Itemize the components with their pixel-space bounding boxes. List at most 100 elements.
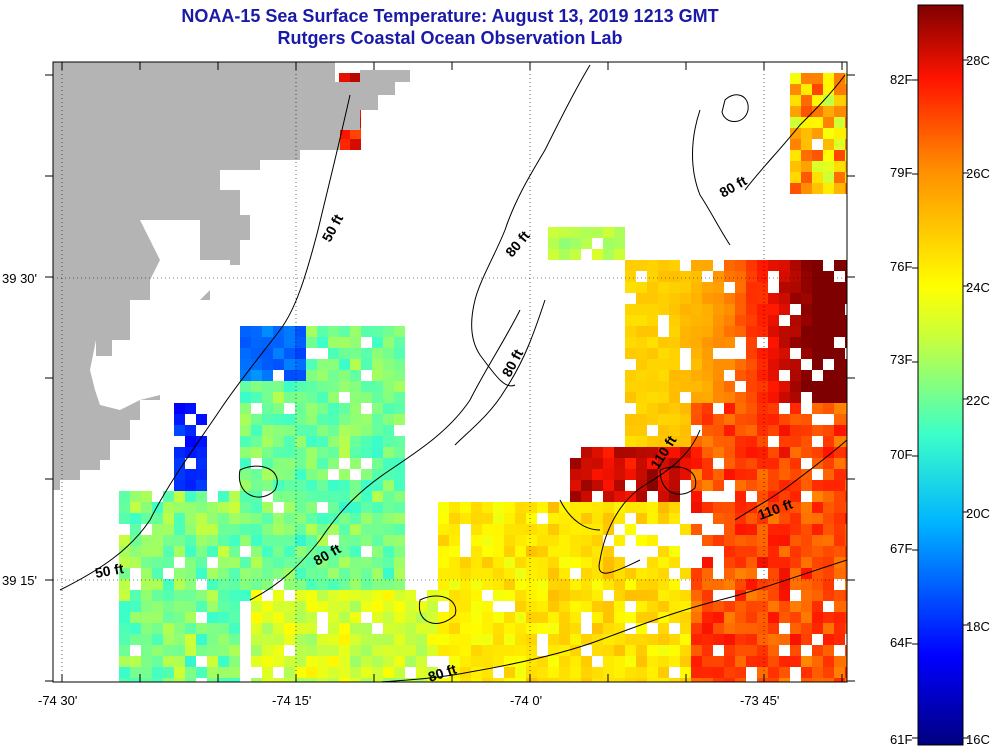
sst-pixel [207, 568, 218, 579]
sst-pixel [185, 667, 196, 678]
sst-pixel [394, 623, 405, 634]
sst-pixel [449, 601, 460, 612]
sst-pixel [537, 656, 548, 667]
sst-pixel [669, 403, 680, 414]
y-tick-label: 39 30' [2, 271, 37, 286]
sst-pixel [592, 667, 603, 678]
sst-pixel [361, 359, 372, 370]
sst-pixel [724, 513, 735, 524]
sst-pixel [779, 337, 790, 348]
sst-pixel [163, 634, 174, 645]
sst-pixel [207, 524, 218, 535]
sst-pixel [350, 656, 361, 667]
sst-pixel [196, 524, 207, 535]
sst-pixel [790, 403, 801, 414]
sst-pixel [834, 392, 845, 403]
sst-pixel [262, 447, 273, 458]
sst-pixel [779, 447, 790, 458]
sst-pixel [130, 634, 141, 645]
sst-pixel [823, 403, 834, 414]
sst-pixel [790, 183, 801, 194]
sst-pixel [119, 535, 130, 546]
sst-pixel [240, 381, 251, 392]
sst-pixel [284, 491, 295, 502]
sst-pixel [207, 656, 218, 667]
sst-pixel [339, 348, 350, 359]
sst-pixel [636, 348, 647, 359]
axis-ticks [45, 62, 855, 682]
sst-pixel [724, 667, 735, 678]
sst-pixel [790, 370, 801, 381]
sst-pixel [482, 645, 493, 656]
sst-pixel [570, 513, 581, 524]
sst-pixel [361, 502, 372, 513]
sst-pixel [768, 469, 779, 480]
sst-pixel [372, 392, 383, 403]
sst-pixel [724, 447, 735, 458]
sst-pixel [647, 590, 658, 601]
sst-pixel [394, 447, 405, 458]
sst-pixel [834, 436, 845, 447]
sst-pixel [790, 634, 801, 645]
sst-pixel [262, 392, 273, 403]
sst-pixel [141, 645, 152, 656]
sst-pixel [647, 535, 658, 546]
sst-pixel [581, 667, 592, 678]
sst-pixel [790, 513, 801, 524]
sst-pixel [812, 601, 823, 612]
sst-pixel [361, 623, 372, 634]
sst-pixel [262, 502, 273, 513]
sst-pixel [317, 458, 328, 469]
sst-pixel [691, 524, 702, 535]
sst-pixel [691, 645, 702, 656]
sst-pixel [845, 117, 847, 128]
sst-pixel [812, 590, 823, 601]
sst-pixel [559, 634, 570, 645]
sst-pixel [372, 480, 383, 491]
sst-pixel [537, 678, 548, 682]
sst-pixel [812, 403, 823, 414]
sst-pixel [383, 381, 394, 392]
sst-pixel [394, 601, 405, 612]
sst-pixel [196, 414, 207, 425]
sst-pixel [273, 425, 284, 436]
sst-pixel [702, 414, 713, 425]
sst-pixel [372, 634, 383, 645]
contour-label: 50 ft [94, 560, 125, 581]
sst-pixel [240, 590, 251, 601]
sst-pixel [284, 667, 295, 678]
sst-pixel [669, 601, 680, 612]
sst-pixel [339, 403, 350, 414]
sst-pixel [394, 634, 405, 645]
sst-pixel [273, 568, 284, 579]
sst-pixel [482, 568, 493, 579]
sst-pixel [823, 590, 834, 601]
sst-pixel [581, 524, 592, 535]
sst-pixel [625, 667, 636, 678]
sst-pixel [790, 359, 801, 370]
sst-pixel [284, 612, 295, 623]
sst-pixel [812, 271, 823, 282]
sst-pixel [339, 535, 350, 546]
sst-pixel [350, 359, 361, 370]
sst-pixel [119, 568, 130, 579]
sst-pixel [680, 414, 691, 425]
sst-pixel [735, 491, 746, 502]
sst-pixel [240, 359, 251, 370]
sst-pixel [240, 348, 251, 359]
sst-pixel [779, 436, 790, 447]
sst-pixel [823, 271, 834, 282]
sst-pixel [339, 139, 350, 150]
sst-pixel [691, 447, 702, 458]
sst-pixel [405, 612, 416, 623]
sst-pixel [218, 590, 229, 601]
sst-pixel [350, 634, 361, 645]
sst-pixel [724, 535, 735, 546]
sst-pixel [801, 524, 812, 535]
sst-pixel [625, 381, 636, 392]
sst-pixel [779, 557, 790, 568]
sst-pixel [262, 513, 273, 524]
sst-pixel [163, 546, 174, 557]
sst-pixel [383, 667, 394, 678]
sst-pixel [790, 557, 801, 568]
